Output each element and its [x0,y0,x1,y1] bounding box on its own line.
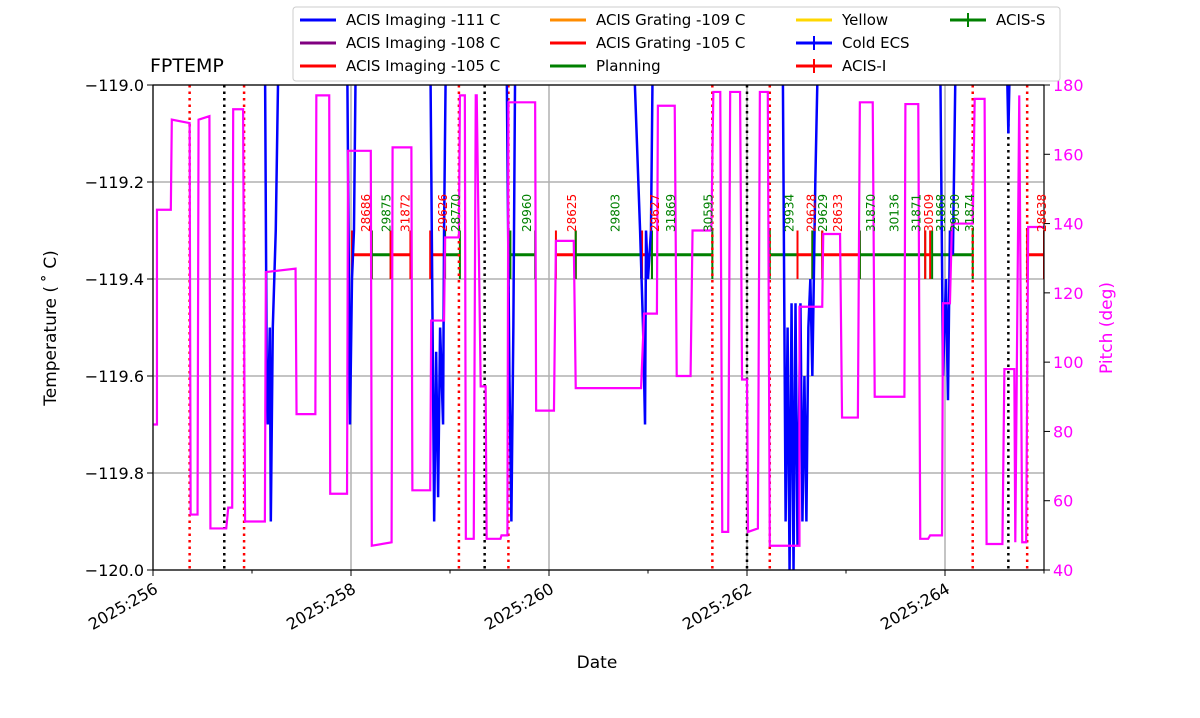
temperature-line [263,85,280,522]
plot-marks [153,85,1044,570]
obsid-label: 29960 [520,194,534,232]
obsid-label: 30595 [701,194,715,232]
obsid-label: 29934 [783,194,797,232]
obsid-label: 29626 [436,194,450,232]
legend-box [292,6,1061,82]
y2-tick-label: 100 [1053,353,1084,372]
obsid-label: 29803 [608,194,622,232]
x-tick-label: 2025:260 [481,579,557,634]
y2-tick-label: 160 [1053,145,1084,164]
x-tick-label: 2025:264 [877,579,953,634]
temperature-line [346,85,357,425]
legend-label: Cold ECS [842,34,910,52]
x-tick-label: 2025:258 [283,579,359,634]
y-tick-label: −119.6 [85,367,144,386]
pitch-line [153,90,1044,548]
obsid-label: 29627 [648,194,662,232]
legend-label: ACIS Grating -105 C [596,34,745,52]
legend-label: ACIS Imaging -105 C [346,57,500,75]
obsid-label: 31874 [963,194,977,232]
legend-label: ACIS-I [842,57,886,75]
y2-tick-label: 140 [1053,215,1084,234]
y-tick-label: −119.4 [85,270,144,289]
legend-label: Yellow [841,11,888,29]
y2-tick-label: 40 [1053,561,1073,580]
obsid-label: 28770 [449,194,463,232]
x-axis-label: Date [577,653,618,673]
obsid-label: 30509 [922,194,936,232]
y-tick-label: −120.0 [85,561,144,580]
legend-label: ACIS Imaging -111 C [346,11,500,29]
obsid-label: 29629 [816,194,830,232]
obsid-label: 29875 [380,194,394,232]
y-tick-label: −119.2 [85,173,144,192]
obsid-label: 30136 [888,194,902,232]
y2-tick-label: 180 [1053,76,1084,95]
x-tick-label: 2025:262 [679,579,755,634]
legend-label: Planning [596,57,661,75]
legend: ACIS Imaging -111 C ACIS Imaging -108 C AC… [292,6,1061,82]
legend-label: ACIS Imaging -108 C [346,34,500,52]
plot-frame [152,84,1045,571]
temperature-line [633,85,654,425]
temperature-line [1006,85,1011,134]
obsid-label: 29628 [804,194,818,232]
obsid-label: 31870 [864,194,878,232]
y2-tick-label: 80 [1053,422,1073,441]
axes: 2025:256 2025:258 2025:260 2025:262 2025:264… [85,76,1084,634]
y-tick-label: −119.0 [85,76,144,95]
legend-label: ACIS Grating -109 C [596,11,745,29]
obsid-label: 31868 [934,194,948,232]
temperature-line [781,85,819,570]
y2-tick-label: 120 [1053,284,1084,303]
obsid-label: 31871 [909,194,923,232]
obsid-label: 31869 [664,194,678,232]
grid-lines [152,84,1044,571]
y2-tick-label: 60 [1053,492,1073,511]
obsid-label: 28625 [565,194,579,232]
y-tick-label: −119.8 [85,464,144,483]
obsid-label: 28638 [1035,194,1049,232]
chart-title: FPTEMP [150,55,224,77]
obsid-label: 28633 [831,194,845,232]
obsid-label: 29630 [948,194,962,232]
obsid-label: 28686 [359,194,373,232]
x-tick-label: 2025:256 [85,579,161,634]
legend-label: ACIS-S [996,11,1045,29]
obsid-label: 31872 [398,194,412,232]
y2-axis-label: Pitch (deg) [1097,282,1117,374]
y-axis-label: Temperature ( ˚ C) [40,250,61,407]
